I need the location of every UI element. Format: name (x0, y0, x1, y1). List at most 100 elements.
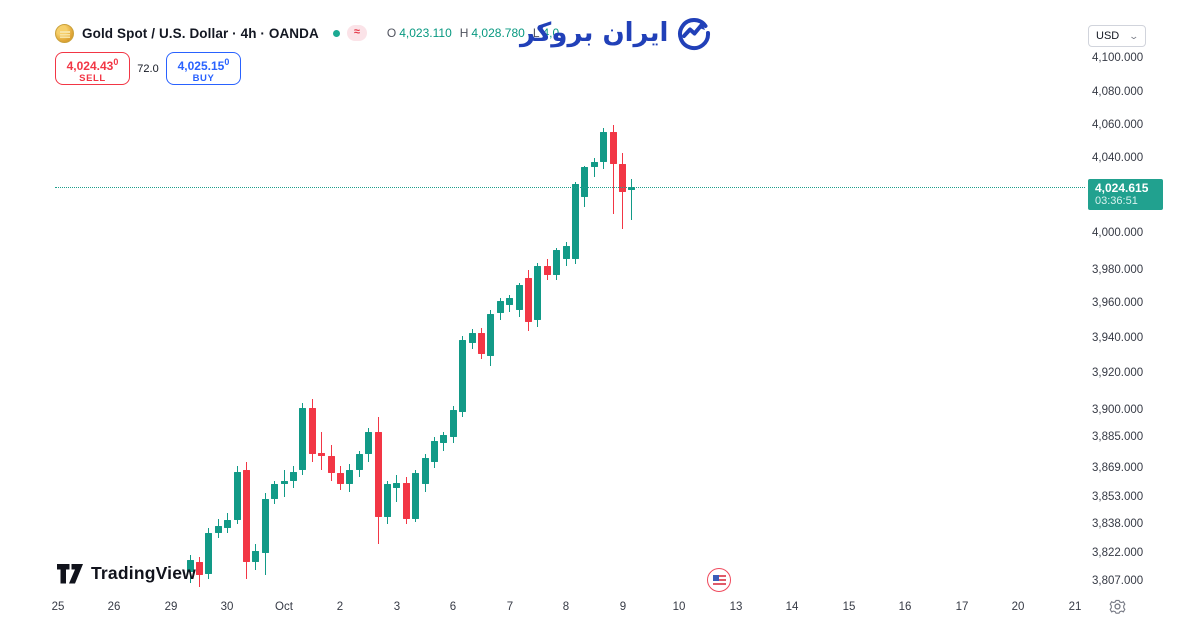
time-axis-label: 8 (562, 601, 570, 613)
candle-body (440, 435, 448, 443)
candle-body (271, 484, 279, 499)
candle-body (421, 458, 429, 485)
tradingview-mark-icon (57, 563, 83, 583)
tradingview-logo[interactable]: TradingView (57, 563, 196, 584)
candle-body (477, 332, 485, 354)
time-axis-label: 14 (785, 601, 799, 613)
price-axis-label: 4,040.000 (1092, 152, 1144, 164)
time-axis-label: 3 (393, 601, 401, 613)
time-axis-label: 7 (506, 601, 514, 613)
candle-body (214, 525, 222, 534)
current-price-tag: 4,024.615 03:36:51 (1088, 178, 1163, 210)
axis-settings-gear-icon[interactable] (1109, 598, 1126, 615)
bar-countdown: 03:36:51 (1095, 194, 1138, 207)
candle-body (393, 482, 401, 488)
broker-logo-text: ایران بروکر (520, 18, 669, 48)
candle-body (346, 469, 354, 485)
candle-body (186, 560, 194, 572)
price-axis-label: 4,100.000 (1092, 52, 1144, 64)
candle-body (609, 131, 617, 164)
candle-body (618, 163, 626, 192)
economic-event-flag-icon[interactable] (707, 568, 731, 592)
price-axis-label: 3,822.000 (1092, 547, 1144, 559)
candle-wick (321, 431, 323, 470)
candle-body (543, 266, 551, 275)
candle-body (553, 249, 561, 275)
currency-selector[interactable]: USD ⌄ (1088, 25, 1146, 47)
broker-swoosh-icon (678, 18, 711, 50)
price-axis-label: 3,838.000 (1092, 518, 1144, 530)
time-axis-label: 15 (842, 601, 856, 613)
price-axis-label: 3,960.000 (1092, 297, 1144, 309)
high-label: H (459, 26, 469, 40)
tradingview-logo-text: TradingView (91, 563, 196, 583)
gold-coin-icon (55, 23, 74, 43)
candle-body (318, 452, 326, 457)
candle-body (205, 533, 213, 574)
candle-body (562, 245, 570, 259)
candle-body (327, 456, 335, 474)
price-axis-label: 3,920.000 (1092, 367, 1144, 379)
time-axis-label: 29 (164, 601, 178, 613)
candle-wick (396, 475, 398, 503)
candle-body (506, 298, 514, 305)
candle-body (336, 473, 344, 485)
time-axis-label: 10 (672, 601, 686, 613)
candle-body (412, 473, 420, 519)
candle-body (459, 339, 467, 412)
open-label: O (386, 26, 397, 40)
current-price-line (55, 186, 1085, 188)
candle-body (449, 410, 457, 437)
candle-body (496, 301, 504, 314)
time-axis-label: 26 (107, 601, 121, 613)
price-axis-label: 3,869.000 (1092, 462, 1144, 474)
open-value: 4,023.110 (399, 26, 452, 40)
price-axis-label: 4,000.000 (1092, 227, 1144, 239)
candle-wick (593, 158, 595, 177)
candle-wick (612, 125, 614, 215)
candle-body (280, 480, 288, 485)
symbol-title[interactable]: Gold Spot / U.S. Dollar · 4h · OANDA (82, 25, 319, 41)
candle-body (224, 520, 232, 528)
candle-wick (631, 179, 633, 220)
price-axis-label: 3,940.000 (1092, 332, 1144, 344)
buy-button[interactable]: 4,025.150 BUY (166, 52, 241, 85)
market-status-dot-icon[interactable] (332, 29, 340, 37)
candle-body (261, 498, 269, 553)
price-axis-label: 3,900.000 (1092, 404, 1144, 416)
candle-body (600, 131, 608, 162)
price-axis-label: 4,060.000 (1092, 119, 1144, 131)
candle-body (289, 471, 297, 481)
candle-body (430, 440, 438, 463)
buy-price: 4,025.15 (177, 59, 225, 73)
candle-body (590, 161, 598, 168)
candle-body (487, 313, 495, 356)
spread-value: 72.0 (137, 62, 159, 75)
price-axis-label: 3,807.000 (1092, 575, 1144, 587)
time-axis-label: 9 (619, 601, 627, 613)
time-axis-label: 21 (1068, 601, 1082, 613)
price-axis-label: 3,885.000 (1092, 431, 1144, 443)
candlestick-plot[interactable] (0, 0, 1085, 595)
sell-button[interactable]: 4,024.430 SELL (55, 52, 130, 85)
broker-logo: ایران بروکر (520, 13, 711, 53)
time-axis-label: 16 (898, 601, 912, 613)
candle-body (374, 431, 382, 517)
candle-body (524, 278, 532, 323)
time-axis-label: 17 (955, 601, 969, 613)
sell-label: SELL (79, 73, 106, 84)
candle-body (242, 469, 250, 563)
sell-price: 4,024.43 (66, 59, 114, 73)
sell-price-frac: 0 (113, 57, 119, 67)
symbol-header: Gold Spot / U.S. Dollar · 4h · OANDA ≈ O… (55, 22, 559, 44)
approx-badge[interactable]: ≈ (346, 25, 367, 41)
high-value: 4,028.780 (471, 26, 525, 40)
time-axis-label: 2 (336, 601, 344, 613)
candle-body (299, 408, 307, 470)
candle-body (195, 562, 203, 576)
time-axis-label: 30 (220, 601, 234, 613)
time-axis-label: Oct (275, 601, 293, 613)
candle-body (515, 284, 523, 310)
candle-body (402, 482, 410, 519)
candle-body (308, 408, 316, 455)
